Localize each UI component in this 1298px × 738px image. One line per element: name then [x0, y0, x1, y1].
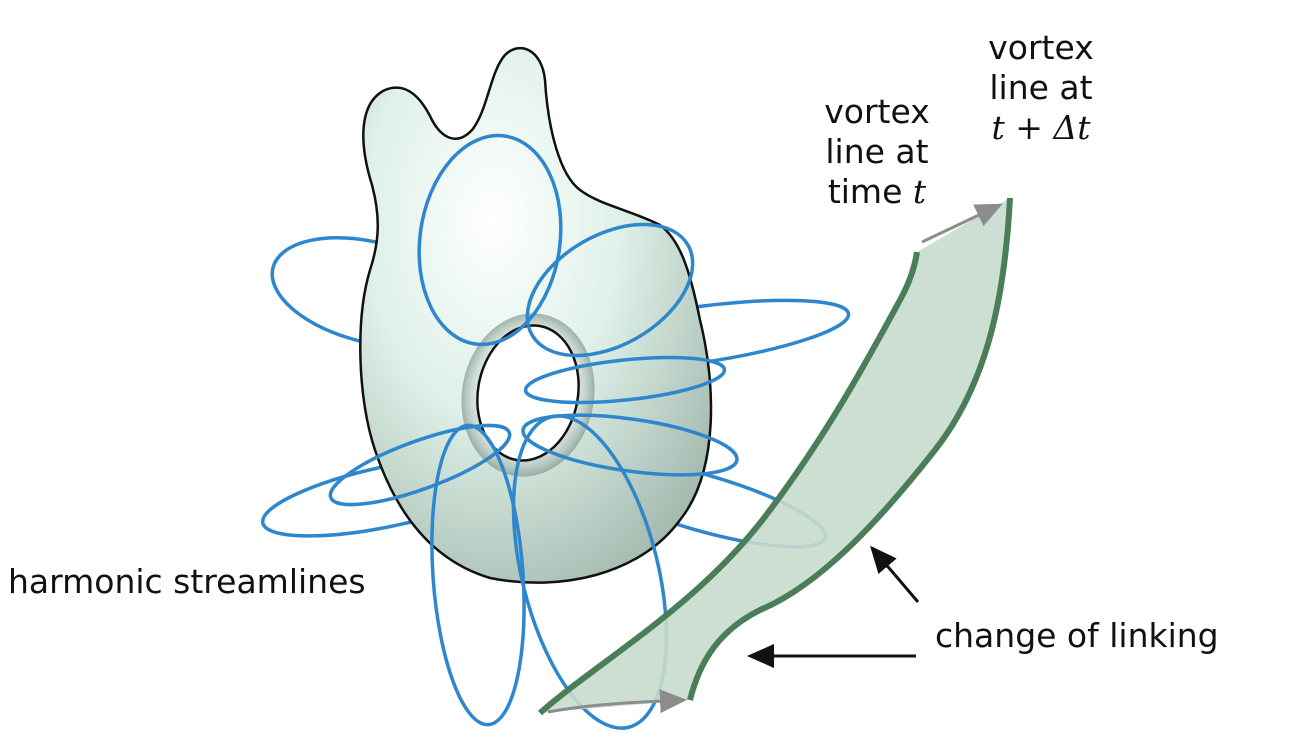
label-line: vortex	[988, 28, 1094, 67]
label-line: line at	[825, 132, 929, 171]
label-vortex-line-t-dt: vortex line at t + Δt	[966, 28, 1116, 148]
label-change-of-linking: change of linking	[935, 616, 1219, 655]
streamline	[430, 423, 526, 727]
streamline	[511, 414, 669, 730]
label-line: line at	[989, 68, 1093, 107]
streamline	[521, 413, 739, 477]
motion-arrow-top	[921, 203, 1003, 244]
motion-arrow-bottom	[547, 689, 687, 714]
label-line: t + Δt	[991, 108, 1091, 147]
label-line: vortex	[824, 92, 930, 131]
streamline	[417, 133, 563, 347]
torus-surface	[359, 46, 713, 584]
streamline	[523, 355, 727, 405]
vortex-line-t-dt	[687, 197, 1013, 701]
pointer-arrow-upper	[870, 545, 920, 603]
vortex-ribbon	[538, 197, 1013, 716]
vortex-line-t	[538, 251, 920, 716]
label-line: time t	[827, 172, 927, 211]
streamline	[525, 222, 695, 358]
linking-pointers	[747, 545, 920, 668]
label-vortex-line-t: vortex line at time t	[812, 92, 942, 212]
ribbon-surface	[540, 198, 1010, 713]
label-harmonic-streamlines: harmonic streamlines	[8, 562, 366, 601]
streamline	[328, 423, 512, 507]
streamlines-front	[328, 133, 739, 730]
